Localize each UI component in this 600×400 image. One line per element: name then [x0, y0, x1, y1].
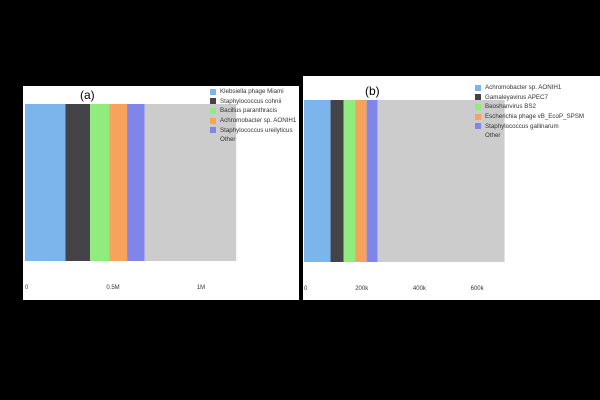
- legend-b: Achromobacter sp. AONIH1 Gamaleyavirus AP…: [475, 83, 584, 141]
- legend-swatch-a-4: [210, 127, 216, 134]
- x-tick-label-a-0: 0: [25, 285, 29, 291]
- legend-swatch-a-3: [210, 117, 216, 124]
- legend-item-b-4[interactable]: Staphylococcus gallinarum: [475, 121, 584, 131]
- legend-label-b-0: Achromobacter sp. AONIH1: [485, 84, 562, 92]
- legend-item-b-3[interactable]: Escherichia phage vB_EcoP_SPSM: [475, 112, 584, 122]
- legend-swatch-b-1: [475, 94, 481, 101]
- legend-label-b-4: Staphylococcus gallinarum: [485, 122, 559, 130]
- x-tick-label-b-2: 400k: [413, 286, 427, 292]
- bar-segment-b-4: [366, 100, 378, 262]
- legend-label-a-3: Achromobacter sp. AONIH1: [220, 117, 297, 125]
- bar-segment-b-3: [355, 100, 367, 262]
- legend-swatch-a-5: [210, 136, 216, 143]
- legend-swatch-b-5: [475, 132, 481, 139]
- legend-item-b-0[interactable]: Achromobacter sp. AONIH1: [475, 83, 584, 93]
- bar-segment-a-4: [127, 104, 145, 261]
- legend-item-a-0[interactable]: Klebsiella phage Miami: [210, 87, 296, 97]
- bar-segment-b-1: [330, 100, 344, 262]
- legend-label-a-1: Staphylococcus cohnii: [220, 97, 282, 105]
- bar-segment-a-3: [109, 104, 128, 261]
- legend-swatch-a-2: [210, 107, 216, 114]
- legend-item-a-4[interactable]: Staphylococcus ureilyticus: [210, 125, 296, 135]
- legend-label-b-2: Baoshanvirus BS2: [485, 103, 536, 111]
- x-tick-label-b-0: 0: [304, 286, 308, 292]
- x-tick-label-b-1: 200k: [355, 286, 369, 292]
- bar-segment-a-2: [90, 104, 110, 261]
- bar-segment-a-0: [25, 104, 66, 261]
- legend-swatch-a-0: [210, 88, 216, 95]
- legend-label-b-5: Other: [485, 132, 501, 140]
- legend-swatch-a-1: [210, 98, 216, 105]
- legend-label-a-5: Other: [220, 136, 236, 144]
- legend-swatch-b-3: [475, 113, 481, 120]
- chart-panel-b: (b) 0 200k 400k 600k Achromobacter sp. AONI…: [303, 76, 600, 300]
- bar-segment-b-5: [377, 100, 505, 262]
- legend-label-b-1: Gamaleyavirus APEC7: [485, 93, 548, 101]
- legend-label-a-0: Klebsiella phage Miami: [220, 88, 284, 96]
- legend-item-a-1[interactable]: Staphylococcus cohnii: [210, 97, 296, 107]
- chart-title-a: (a): [80, 88, 95, 102]
- legend-item-b-1[interactable]: Gamaleyavirus APEC7: [475, 93, 584, 103]
- x-tick-label-a-2: 1M: [197, 285, 205, 291]
- bar-segment-a-1: [65, 104, 91, 261]
- legend-label-a-4: Staphylococcus ureilyticus: [220, 126, 293, 134]
- legend-label-a-2: Bacillus paranthracis: [220, 107, 278, 115]
- legend-item-b-2[interactable]: Baoshanvirus BS2: [475, 102, 584, 112]
- legend-swatch-b-4: [475, 123, 481, 130]
- legend-item-a-2[interactable]: Bacillus paranthracis: [210, 106, 296, 116]
- legend-swatch-b-2: [475, 103, 481, 110]
- legend-item-a-5[interactable]: Other: [210, 135, 296, 145]
- legend-swatch-b-0: [475, 84, 481, 91]
- bar-segment-a-5: [144, 104, 237, 261]
- bar-segment-b-2: [343, 100, 356, 262]
- chart-title-b: (b): [365, 84, 380, 98]
- chart-a-svg: 0 0.5M 1M: [25, 104, 237, 291]
- legend-item-b-5[interactable]: Other: [475, 131, 584, 141]
- chart-b-svg: 0 200k 400k 600k: [304, 100, 505, 292]
- legend-item-a-3[interactable]: Achromobacter sp. AONIH1: [210, 116, 296, 126]
- x-tick-label-b-3: 600k: [471, 286, 485, 292]
- bar-segment-b-0: [304, 100, 331, 262]
- chart-panel-a: (a) 0 0.5M 1M Klebsiella phage Miami Staphy…: [23, 86, 299, 300]
- legend-a: Klebsiella phage Miami Staphylococcus coh…: [210, 87, 296, 145]
- x-tick-label-a-1: 0.5M: [106, 285, 119, 291]
- legend-label-b-3: Escherichia phage vB_EcoP_SPSM: [485, 113, 585, 121]
